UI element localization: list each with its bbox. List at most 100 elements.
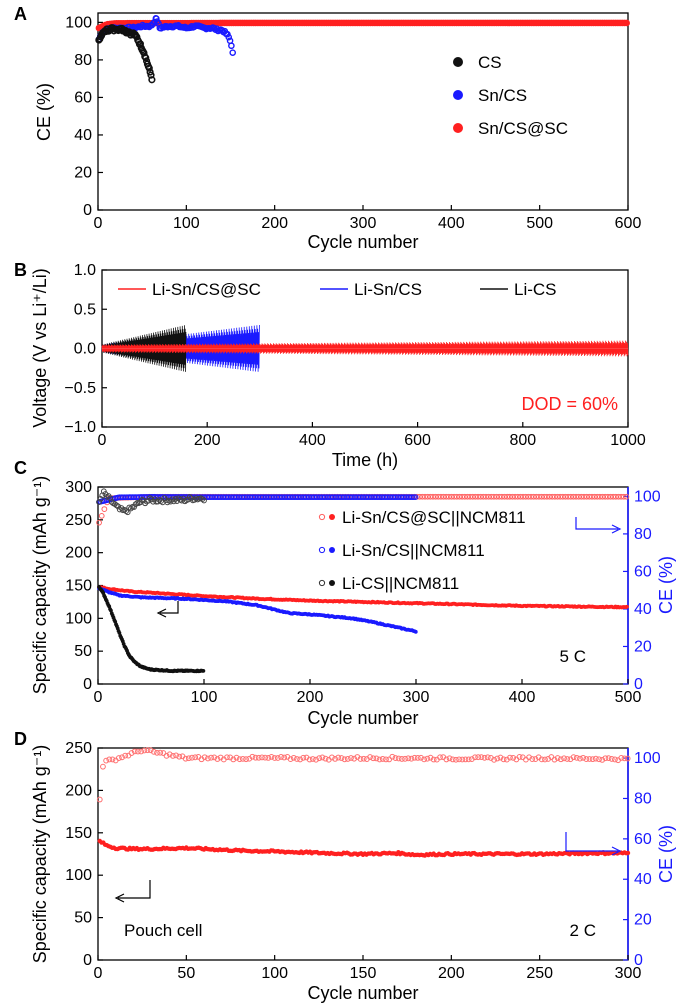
legend-a: CS Sn/CS Sn/CS@SC [453, 53, 568, 138]
ce-point [481, 754, 488, 761]
ce-point [532, 756, 539, 762]
legend-ce-marker-red [318, 513, 326, 521]
x-tick-label: 400 [438, 215, 465, 232]
y-axis-label-c: Specific capacity (mAh g⁻¹) [30, 476, 50, 695]
legend-c: Li-Sn/CS@SC||NCM811 Li-Sn/CS||NCM811 Li-… [318, 508, 526, 593]
panel-d: D 0 50 100 150 200 250 30005010015020025002040… [14, 729, 676, 1003]
ce-point [469, 493, 476, 500]
ce-point [591, 493, 598, 500]
ce-point [472, 754, 478, 761]
ce-axis-arrow-d [565, 832, 618, 852]
ce-point [344, 756, 351, 762]
x-tick-label: 800 [509, 432, 536, 449]
ce-point [100, 763, 106, 770]
ce-point [127, 505, 134, 512]
legend-label-sn-cs: Sn/CS [478, 86, 527, 105]
x-tick-label: 100 [191, 689, 218, 706]
ce-point [214, 756, 221, 762]
capacity-point [201, 668, 206, 673]
y-tick-label: 0.5 [74, 301, 96, 318]
ce-point [424, 755, 431, 762]
ce-point [408, 755, 415, 762]
ce-point [453, 756, 459, 763]
ce-point [259, 754, 265, 761]
legend-marker-sn-cs [453, 90, 463, 100]
panel-label-b: B [14, 260, 27, 280]
legend-label-li-sn-cs-ncm: Li-Sn/CS||NCM811 [342, 541, 485, 560]
ce-point [597, 493, 603, 500]
ce-point [271, 755, 278, 761]
legend-label-li-cs: Li-CS [514, 280, 557, 299]
ce-point [383, 756, 389, 763]
ce-point [538, 756, 545, 763]
ce-point [416, 493, 423, 500]
ce-point [419, 493, 426, 500]
ce-point [160, 750, 167, 756]
x-axis-label-c: Cycle number [307, 708, 418, 728]
ce-point [173, 752, 179, 759]
y-tick-label: 0 [83, 202, 92, 219]
ce-point [166, 751, 173, 758]
ce-point [559, 493, 566, 500]
ce-point [322, 755, 329, 762]
ce-point [96, 796, 103, 803]
point-cs [145, 64, 153, 72]
x-tick-label: 400 [299, 432, 326, 449]
ce-point [125, 752, 132, 759]
ce-point [348, 755, 354, 761]
legend-label-li-cs-ncm: Li-CS||NCM811 [342, 574, 459, 593]
ce-point [189, 754, 195, 761]
capacity-axis-arrowhead-c [156, 608, 167, 618]
y2-axis-label-d: CE (%) [656, 825, 676, 883]
ce-point [185, 755, 192, 762]
ce-point [115, 755, 122, 761]
ce-point [128, 750, 135, 756]
x-tick-label: 600 [615, 215, 642, 232]
ce-point [602, 493, 609, 500]
ce-point [199, 496, 206, 502]
ce-point [551, 756, 558, 763]
ce-point [551, 493, 558, 500]
ce-point [533, 493, 540, 500]
capacity-axis-arrowhead-d [114, 893, 125, 903]
ce-point [557, 493, 564, 500]
ce-point [520, 493, 526, 500]
ce-point [583, 493, 590, 500]
x-axis-label-d: Cycle number [307, 983, 418, 1003]
ce-point [98, 512, 105, 519]
ce-point [319, 754, 326, 761]
point-cs [148, 76, 156, 84]
series-sn-cs-sc [95, 19, 630, 32]
ce-point [557, 756, 564, 763]
y-tick-label: 40 [74, 127, 92, 144]
ce-point [602, 755, 609, 762]
y-tick-label: 1.0 [74, 262, 96, 279]
series-cs [95, 24, 156, 84]
ce-point [119, 754, 125, 761]
ce-point [176, 753, 183, 760]
ce-point [573, 754, 580, 761]
ce-point [170, 752, 176, 759]
x-tick-label: 600 [404, 432, 431, 449]
ce-point [370, 755, 377, 762]
ce-point [278, 754, 284, 760]
ce-point [360, 755, 367, 762]
ce-point [607, 493, 614, 500]
y2-tick-label: 20 [634, 912, 652, 929]
ce-point [472, 493, 479, 500]
y-axis-label-a: CE (%) [34, 83, 54, 141]
ce-point [498, 493, 505, 500]
ce-point [564, 756, 571, 762]
ce-point [475, 754, 482, 761]
capacity-axis-arrow-d [118, 880, 151, 899]
ce-point [316, 755, 323, 762]
y-tick-label: 150 [65, 825, 92, 842]
point-sn-cs [228, 42, 235, 50]
capacity-point [625, 850, 631, 856]
x-tick-label: 200 [261, 215, 288, 232]
y-tick-label: 60 [74, 89, 92, 106]
ce-point [599, 756, 606, 763]
series-group-d [96, 747, 631, 858]
legend-label-li-sn-cs: Li-Sn/CS [354, 280, 422, 299]
ce-point [530, 493, 537, 500]
